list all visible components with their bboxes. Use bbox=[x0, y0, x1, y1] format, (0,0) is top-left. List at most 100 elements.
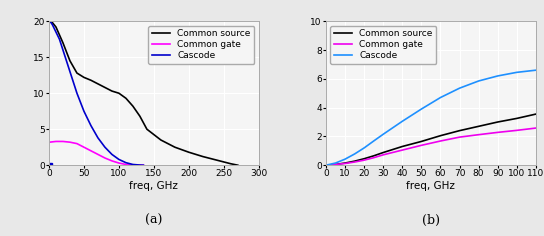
Common source bbox=[116, 92, 122, 95]
Common source bbox=[137, 115, 143, 118]
Common source bbox=[88, 79, 94, 82]
Cascode bbox=[67, 70, 73, 73]
Common gate bbox=[370, 156, 377, 159]
Common gate bbox=[53, 140, 59, 143]
Cascode bbox=[116, 158, 122, 161]
Cascode bbox=[73, 92, 80, 95]
Common gate bbox=[60, 140, 66, 143]
Common source bbox=[129, 105, 136, 108]
Common gate bbox=[95, 153, 101, 156]
X-axis label: freq, GHz: freq, GHz bbox=[406, 181, 455, 191]
Common source bbox=[46, 20, 53, 23]
Common gate bbox=[380, 153, 386, 156]
Line: Common source: Common source bbox=[326, 114, 536, 165]
Common source bbox=[95, 82, 101, 85]
Common source bbox=[418, 140, 425, 143]
Common source bbox=[53, 25, 59, 28]
Common source bbox=[171, 146, 178, 149]
Common gate bbox=[67, 141, 73, 143]
Common source bbox=[533, 113, 539, 115]
Common gate bbox=[129, 164, 136, 166]
Common source bbox=[227, 162, 234, 165]
Cascode bbox=[380, 133, 386, 136]
Common source bbox=[60, 41, 66, 44]
Common source bbox=[73, 72, 80, 75]
Cascode bbox=[351, 152, 358, 155]
Common gate bbox=[109, 160, 115, 162]
Common source bbox=[323, 164, 329, 167]
Common gate bbox=[102, 157, 108, 160]
Common gate bbox=[342, 162, 348, 165]
Common source bbox=[437, 134, 444, 137]
Common source bbox=[380, 151, 386, 154]
Common source bbox=[514, 117, 520, 120]
Common gate bbox=[399, 149, 406, 152]
Line: Common source: Common source bbox=[50, 21, 238, 165]
Common source bbox=[475, 125, 482, 128]
Common source bbox=[49, 21, 55, 24]
Cascode bbox=[122, 161, 129, 164]
Text: (b): (b) bbox=[422, 214, 440, 227]
Legend: Common source, Common gate, Cascode: Common source, Common gate, Cascode bbox=[149, 26, 254, 63]
Legend: Common source, Common gate, Cascode: Common source, Common gate, Cascode bbox=[331, 26, 436, 63]
Common gate bbox=[88, 149, 94, 152]
Cascode bbox=[60, 49, 66, 51]
Common source bbox=[456, 129, 463, 132]
Cascode bbox=[514, 71, 520, 74]
Common source bbox=[122, 97, 129, 100]
Common gate bbox=[122, 163, 129, 166]
Common gate bbox=[46, 141, 53, 143]
Cascode bbox=[48, 21, 54, 24]
Cascode bbox=[46, 20, 53, 23]
Cascode bbox=[102, 146, 108, 149]
Common gate bbox=[475, 133, 482, 136]
Text: (a): (a) bbox=[145, 214, 163, 227]
Cascode bbox=[342, 158, 348, 160]
Cascode bbox=[437, 96, 444, 99]
Cascode bbox=[140, 164, 147, 167]
Common source bbox=[494, 121, 501, 123]
Cascode bbox=[88, 124, 94, 127]
Common source bbox=[67, 59, 73, 62]
Cascode bbox=[70, 81, 77, 84]
Common source bbox=[102, 86, 108, 89]
Cascode bbox=[332, 162, 339, 164]
Line: Common gate: Common gate bbox=[326, 128, 536, 165]
Common source bbox=[81, 76, 87, 79]
Cascode bbox=[137, 164, 143, 166]
Common gate bbox=[116, 162, 122, 164]
Common gate bbox=[73, 142, 80, 145]
Cascode bbox=[109, 153, 115, 156]
Cascode bbox=[418, 108, 425, 110]
Common source bbox=[361, 157, 367, 160]
Cascode bbox=[95, 136, 101, 139]
Common source bbox=[234, 164, 241, 167]
Common source bbox=[332, 163, 339, 166]
Line: Cascode: Cascode bbox=[326, 70, 536, 165]
Common gate bbox=[323, 164, 329, 167]
Cascode bbox=[533, 69, 539, 72]
Common source bbox=[158, 139, 164, 141]
Cascode bbox=[370, 140, 377, 143]
Common source bbox=[214, 159, 220, 162]
Common gate bbox=[140, 164, 147, 167]
Line: Cascode: Cascode bbox=[50, 21, 144, 165]
Cascode bbox=[361, 147, 367, 149]
Common gate bbox=[351, 161, 358, 164]
Common source bbox=[342, 162, 348, 164]
Cascode bbox=[63, 59, 70, 62]
Common source bbox=[186, 151, 192, 154]
Common source bbox=[109, 90, 115, 93]
Common gate bbox=[437, 140, 444, 143]
Line: Common gate: Common gate bbox=[50, 141, 144, 165]
Cascode bbox=[53, 31, 59, 34]
Common gate bbox=[533, 127, 539, 130]
Common source bbox=[399, 145, 406, 148]
Common gate bbox=[456, 136, 463, 139]
Common gate bbox=[361, 159, 367, 162]
Common gate bbox=[332, 163, 339, 166]
Cascode bbox=[129, 163, 136, 166]
Common gate bbox=[514, 129, 520, 132]
Cascode bbox=[49, 23, 55, 26]
Cascode bbox=[456, 87, 463, 90]
